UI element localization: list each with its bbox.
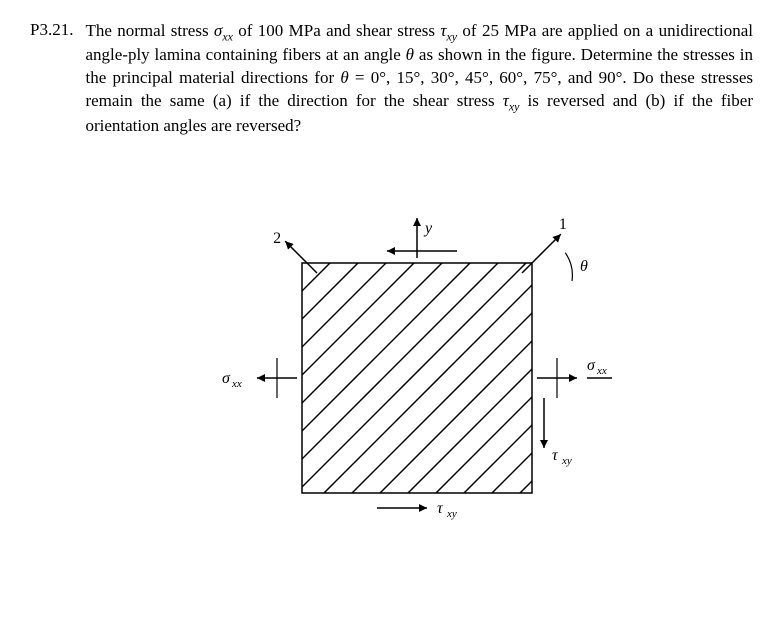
problem-text: The normal stress σxx of 100 MPa and she… bbox=[85, 20, 753, 138]
svg-text:y: y bbox=[423, 220, 433, 237]
svg-text:xx: xx bbox=[231, 378, 242, 390]
problem-block: P3.21. The normal stress σxx of 100 MPa … bbox=[30, 20, 753, 138]
svg-text:xy: xy bbox=[561, 455, 572, 467]
theta-symbol: θ bbox=[340, 68, 348, 87]
svg-text:1: 1 bbox=[558, 216, 566, 233]
svg-text:xx: xx bbox=[596, 365, 607, 377]
svg-text:2: 2 bbox=[273, 230, 281, 247]
lamina-figure: yxσxxσxxτxyτxy1θ2 bbox=[172, 168, 612, 548]
svg-text:τ: τ bbox=[437, 500, 444, 517]
tau-xy-subscript: xy bbox=[447, 29, 458, 43]
tau-xy-subscript: xy bbox=[509, 100, 520, 114]
theta-symbol: θ bbox=[406, 45, 414, 64]
svg-text:θ: θ bbox=[580, 258, 588, 275]
text-fragment: of 100 MPa and shear stress bbox=[233, 21, 441, 40]
text-fragment: The normal stress bbox=[85, 21, 213, 40]
svg-text:σ: σ bbox=[587, 357, 596, 374]
figure-container: yxσxxσxxτxyτxy1θ2 bbox=[30, 168, 753, 548]
svg-text:σ: σ bbox=[222, 370, 231, 387]
svg-text:τ: τ bbox=[552, 447, 559, 464]
sigma-xx-subscript: xx bbox=[222, 29, 233, 43]
svg-text:xy: xy bbox=[446, 508, 457, 520]
problem-label: P3.21. bbox=[30, 20, 73, 40]
